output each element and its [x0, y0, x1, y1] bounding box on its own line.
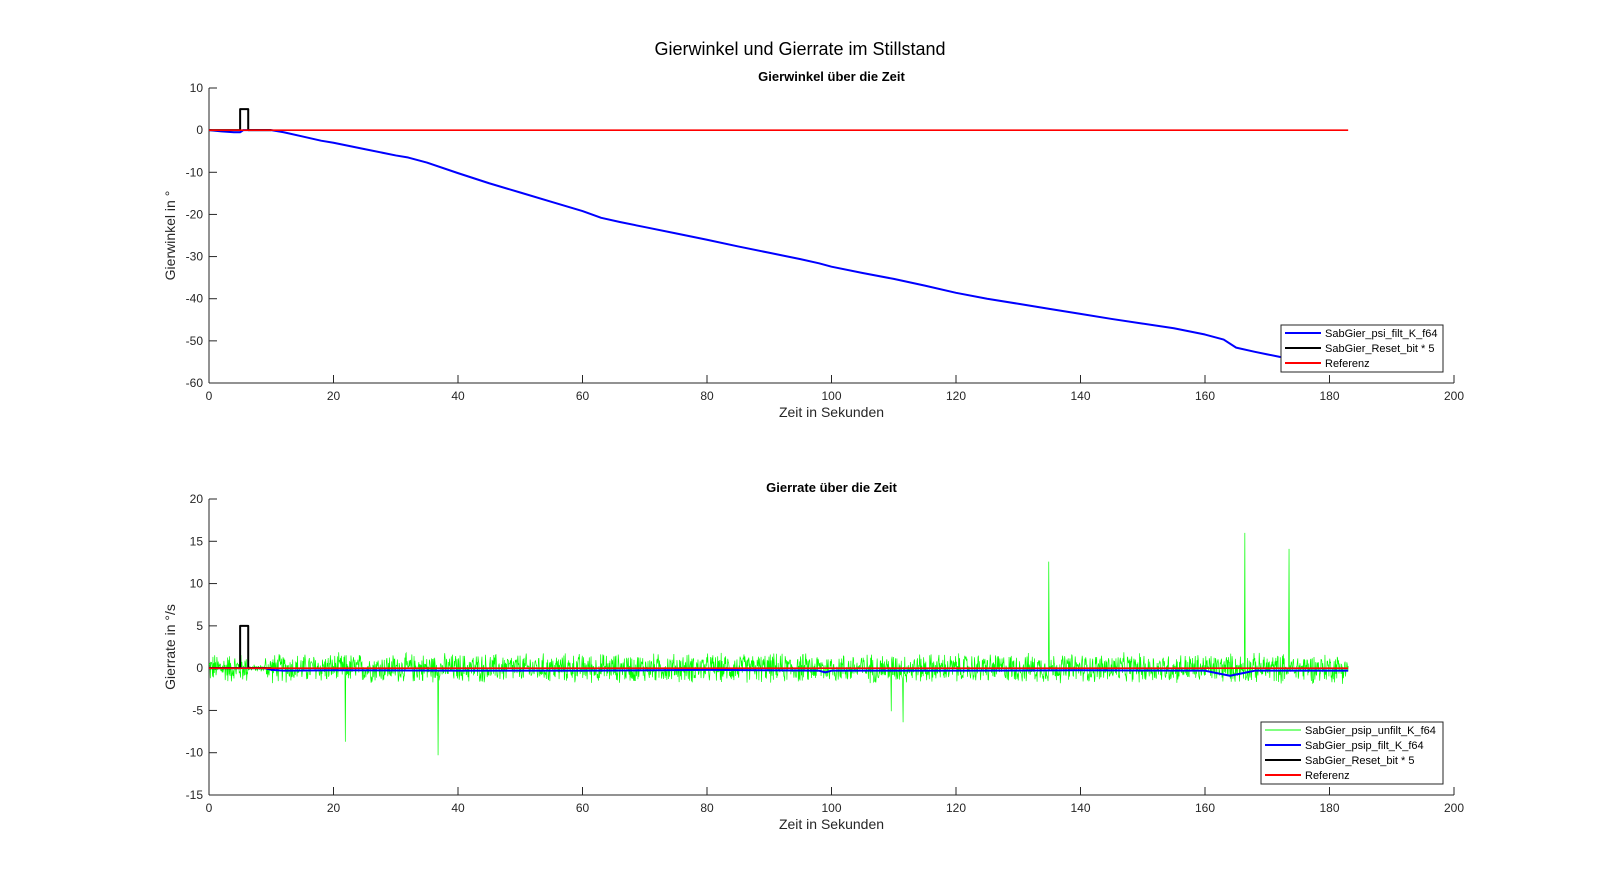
legend-entry: SabGier_psi_filt_K_f64: [1325, 328, 1438, 340]
legend: SabGier_psip_unfilt_K_f64 SabGier_psip_fi…: [1260, 721, 1444, 785]
legend: SabGier_psi_filt_K_f64 SabGier_Reset_bit …: [1280, 324, 1444, 373]
series-line: [209, 129, 1287, 359]
legend-entry: SabGier_psip_unfilt_K_f64: [1305, 725, 1436, 737]
x-tick-label: 40: [451, 801, 465, 815]
y-tick-label: -50: [186, 334, 204, 348]
y-tick-label: -40: [186, 292, 204, 306]
figure-title: Gierwinkel und Gierrate im Stillstand: [654, 39, 945, 59]
subplot-title: Gierwinkel über die Zeit: [758, 69, 905, 84]
y-tick-label: -15: [186, 788, 204, 802]
y-tick-label: -60: [186, 376, 204, 390]
x-tick-label: 60: [576, 389, 590, 403]
x-tick-label: 200: [1444, 389, 1464, 403]
y-axis-label: Gierwinkel in °: [162, 191, 178, 281]
series-line: [209, 532, 1349, 756]
y-tick-label: -10: [186, 165, 204, 179]
x-tick-label: 0: [206, 389, 213, 403]
x-tick-label: 120: [946, 801, 966, 815]
plot-area: [209, 532, 1349, 756]
legend-entry: SabGier_Reset_bit * 5: [1305, 755, 1414, 767]
y-tick-label: 10: [190, 81, 204, 95]
x-tick-label: 0: [206, 801, 213, 815]
x-tick-label: 80: [700, 801, 714, 815]
x-tick-label: 160: [1195, 801, 1215, 815]
legend-entry: Referenz: [1305, 770, 1350, 782]
x-tick-label: 20: [327, 801, 341, 815]
x-tick-label: 140: [1070, 389, 1090, 403]
x-tick-label: 40: [451, 389, 465, 403]
legend-entry: SabGier_psip_filt_K_f64: [1305, 740, 1424, 752]
y-tick-label: -20: [186, 207, 204, 221]
x-tick-label: 160: [1195, 389, 1215, 403]
y-tick-label: -30: [186, 250, 204, 264]
x-tick-label: 60: [576, 801, 590, 815]
legend-box: [1260, 721, 1444, 785]
x-axis-label: Zeit in Sekunden: [779, 816, 884, 832]
y-tick-label: 20: [190, 492, 204, 506]
x-tick-label: 20: [327, 389, 341, 403]
y-tick-label: 15: [190, 534, 204, 548]
x-tick-label: 180: [1319, 389, 1339, 403]
series-line: [209, 108, 272, 132]
y-tick-label: 0: [196, 123, 203, 137]
y-tick-label: -10: [186, 746, 204, 760]
x-tick-label: 120: [946, 389, 966, 403]
x-axis-label: Zeit in Sekunden: [779, 404, 884, 420]
y-tick-label: 10: [190, 577, 204, 591]
x-tick-label: 140: [1070, 801, 1090, 815]
subplot-yaw-rate: 0 20 40 60 80 100 120 140 160 180 200 -15 -10 -5 0 5 10 1…: [162, 480, 1464, 832]
y-tick-label: 5: [196, 619, 203, 633]
x-tick-label: 200: [1444, 801, 1464, 815]
subplot-yaw-angle: 0 20 40 60 80 100 120 140 160 180 200-60-50-40-30-…: [162, 69, 1464, 420]
x-tick-label: 80: [700, 389, 714, 403]
x-tick-label: 100: [821, 801, 841, 815]
plot-area: [209, 108, 1349, 359]
legend-entry: SabGier_Reset_bit * 5: [1325, 343, 1434, 355]
x-tick-label: 180: [1319, 801, 1339, 815]
x-tick-label: 100: [821, 389, 841, 403]
legend-entry: Referenz: [1325, 358, 1370, 370]
y-tick-label: 0: [196, 661, 203, 675]
y-tick-label: -5: [192, 703, 203, 717]
subplot-title: Gierrate über die Zeit: [766, 480, 897, 495]
y-axis-label: Gierrate in °/s: [162, 604, 178, 690]
